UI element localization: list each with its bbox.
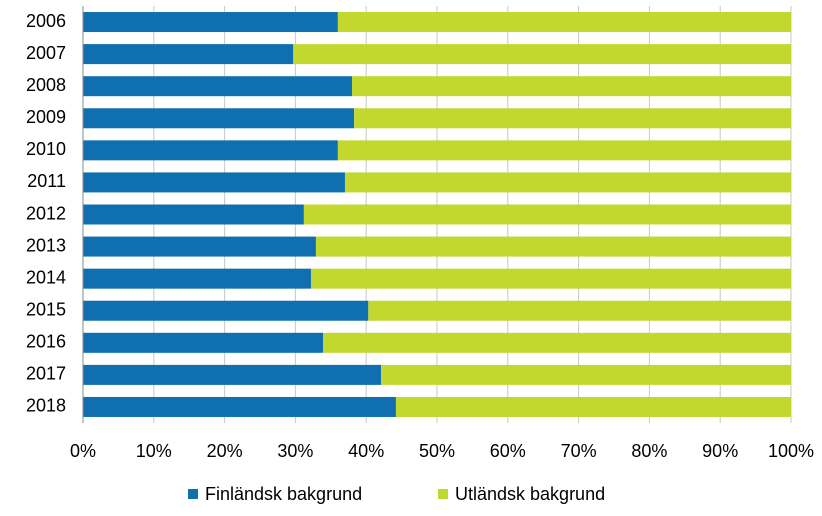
y-tick-label: 2010 [26,139,66,159]
y-tick-label: 2016 [26,332,66,352]
bar-segment [352,76,791,97]
y-tick-label: 2008 [26,75,66,95]
bar-segment [293,44,791,65]
y-tick-label: 2017 [26,364,66,384]
y-tick-label: 2018 [26,396,66,416]
y-tick-label: 2007 [26,43,66,63]
bar-segment [303,204,791,225]
bar-segment [83,300,369,321]
x-tick-label: 80% [631,441,667,461]
legend-swatch [438,489,448,499]
x-tick-label: 20% [207,441,243,461]
bar-segment [83,332,324,353]
legend-swatch [188,489,198,499]
bar-segment [83,12,338,33]
x-tick-label: 100% [768,441,814,461]
bar-segment [315,236,791,257]
bar-segment [337,12,791,33]
bar-segment [83,364,382,385]
bar-segment [395,396,791,417]
x-tick-label: 90% [702,441,738,461]
bar-segment [83,140,338,161]
legend-label: Finländsk bakgrund [205,484,362,504]
bar-segment [354,108,791,129]
bar-segment [323,332,791,353]
x-tick-label: 30% [277,441,313,461]
bar-segment [310,268,791,289]
bar-segment [83,268,311,289]
bar-segment [83,108,355,129]
bar-segment [381,364,791,385]
x-tick-label: 10% [136,441,172,461]
y-tick-label: 2015 [26,299,66,319]
y-tick-label: 2009 [26,107,66,127]
y-tick-label: 2006 [26,11,66,31]
y-tick-label: 2012 [26,203,66,223]
y-tick-label: 2014 [26,267,66,287]
x-tick-label: 0% [70,441,96,461]
x-tick-label: 40% [348,441,384,461]
bar-segment [344,172,791,193]
bar-segment [83,172,345,193]
bar-segment [83,396,396,417]
bar-segment [368,300,791,321]
bar-segment [83,76,353,97]
bar-segment [83,44,294,65]
x-tick-label: 50% [419,441,455,461]
bar-segment [337,140,791,161]
bar-segment [83,236,316,257]
y-tick-label: 2011 [27,171,66,191]
x-tick-label: 60% [490,441,526,461]
bar-segment [83,204,304,225]
legend-label: Utländsk bakgrund [455,484,605,504]
x-tick-label: 70% [561,441,597,461]
y-tick-label: 2013 [26,235,66,255]
